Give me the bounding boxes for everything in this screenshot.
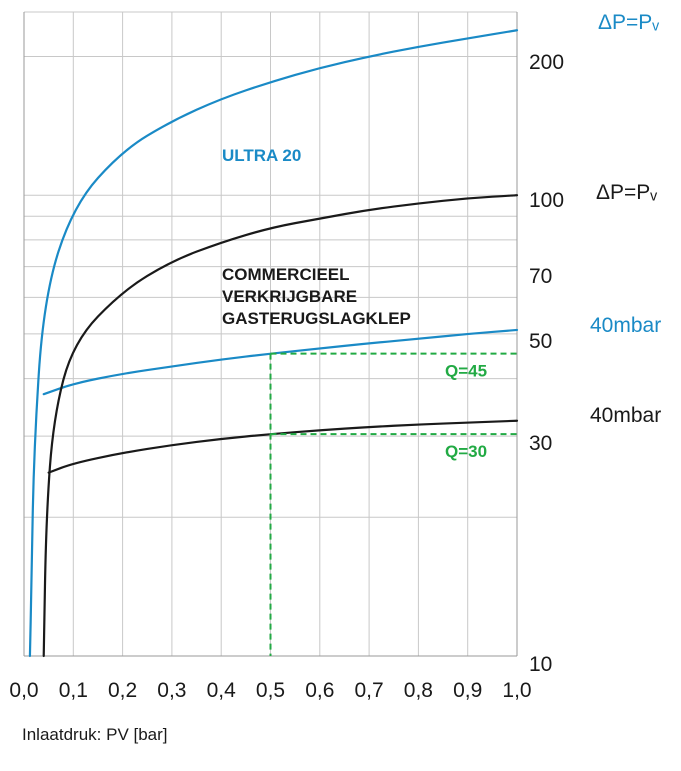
right-label-40mbar-blue: 40mbar	[590, 314, 661, 337]
annotation-label: Q=30	[445, 442, 487, 461]
annotations: Q=45 Q=30	[269, 352, 517, 656]
tick-labels: 0,0 0,1 0,2 0,3 0,4 0,5 0,6 0,7 0,8 0,9 1,0 10 30 50 7…	[9, 51, 564, 702]
y-tick-label: 30	[529, 432, 552, 455]
y-tick-label: 70	[529, 265, 552, 288]
x-tick-label: 0,1	[59, 679, 88, 702]
x-tick-label: 0,9	[453, 679, 482, 702]
y-tick-label: 10	[529, 653, 552, 676]
label-commercial-2: VERKRIJGBARE	[222, 287, 357, 306]
right-label-dp-mid: ΔP=Pᵥ	[596, 181, 657, 204]
y-tick-label: 50	[529, 330, 552, 353]
y-tick-label: 200	[529, 51, 564, 74]
series-line-0	[28, 29, 519, 658]
label-ultra20: ULTRA 20	[222, 146, 301, 165]
x-axis-label: Inlaatdruk: PV [bar]	[22, 725, 168, 744]
x-tick-label: 0,2	[108, 679, 137, 702]
label-commercial-3: GASTERUGSLAGKLEP	[222, 309, 411, 328]
right-label-dp-top: ΔP=Pᵥ	[598, 11, 659, 34]
right-label-40mbar-black: 40mbar	[590, 404, 661, 427]
x-tick-label: 0,7	[354, 679, 383, 702]
label-commercial-1: COMMERCIEEL	[222, 265, 350, 284]
series-line-2	[42, 194, 519, 658]
x-tick-label: 1,0	[502, 679, 531, 702]
x-tick-label: 0,3	[157, 679, 186, 702]
x-tick-label: 0,5	[256, 679, 285, 702]
x-tick-label: 0,8	[404, 679, 433, 702]
annotation-label: Q=45	[445, 362, 487, 381]
x-tick-label: 0,0	[9, 679, 38, 702]
x-tick-label: 0,4	[207, 679, 237, 702]
x-tick-label: 0,6	[305, 679, 334, 702]
y-tick-label: 100	[529, 189, 564, 212]
series-group	[28, 29, 519, 658]
